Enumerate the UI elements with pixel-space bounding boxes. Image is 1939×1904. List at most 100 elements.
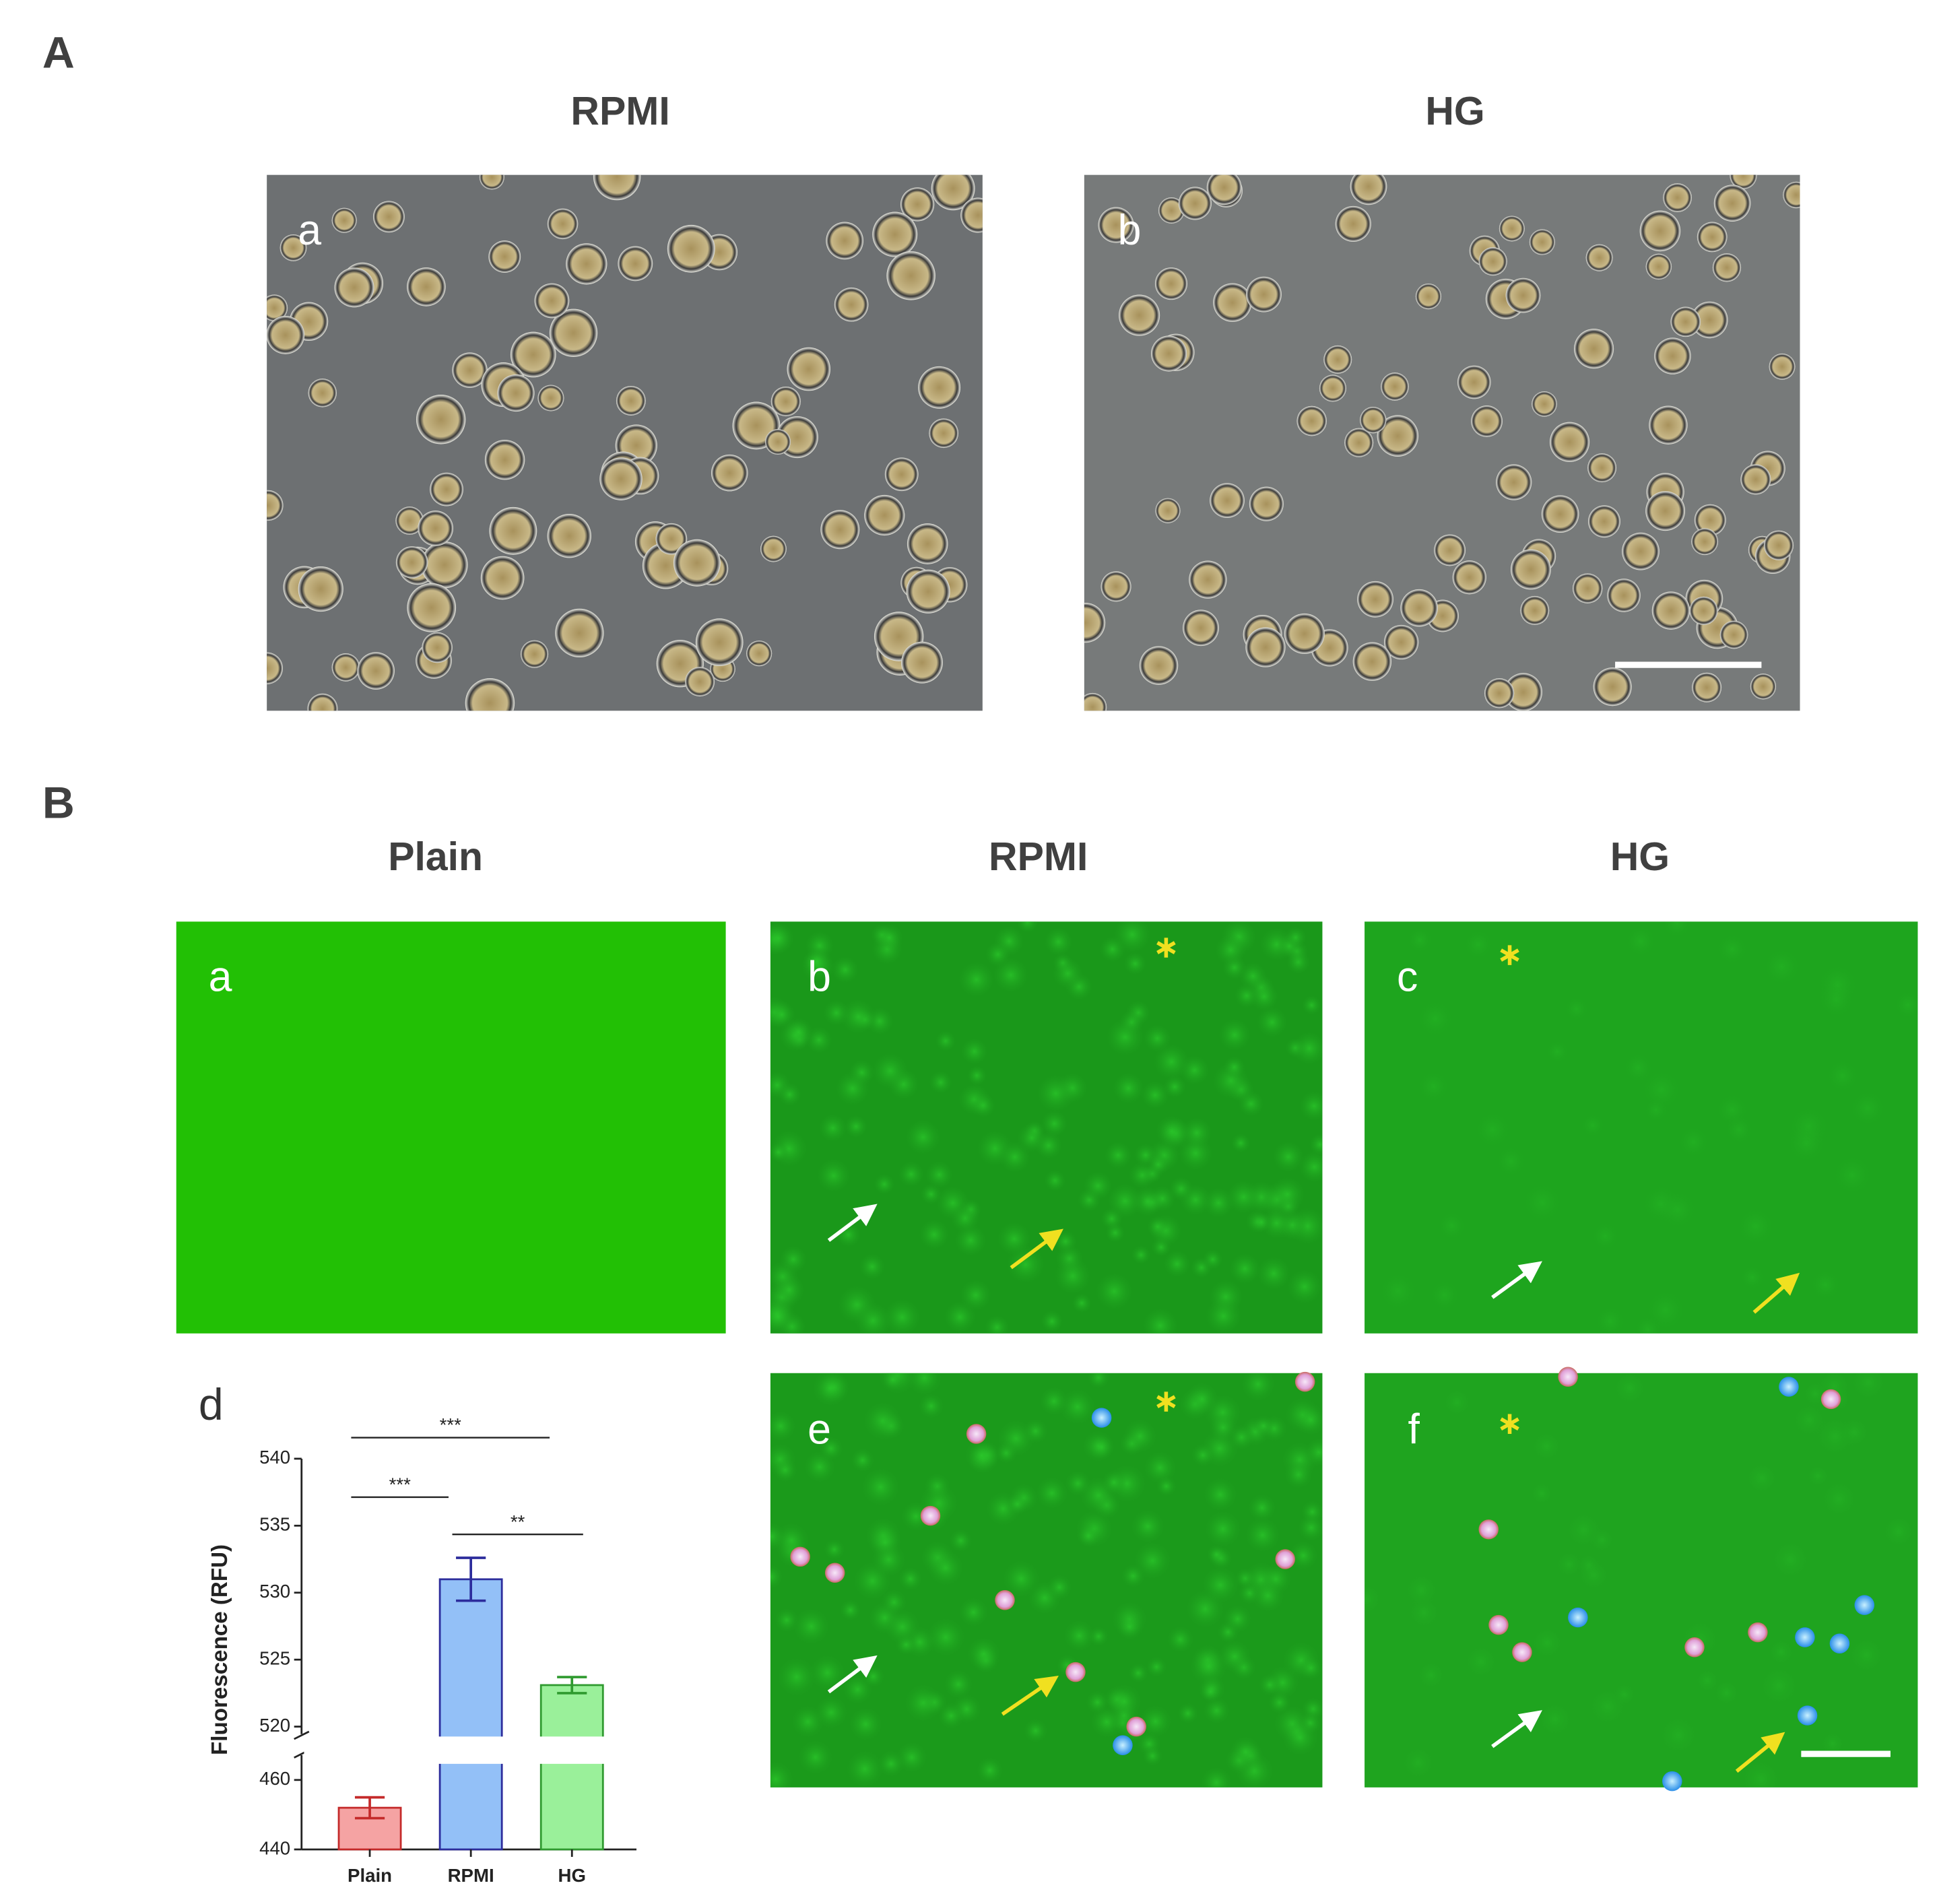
cell [966,1637,1001,1672]
cell [655,523,688,555]
cell [1247,1493,1276,1522]
cell [1206,1544,1227,1565]
cell [1689,596,1718,625]
cell [1825,1057,1861,1094]
cell [1043,927,1074,957]
cell [959,1279,992,1312]
cell [1649,405,1688,445]
cell [1213,283,1252,322]
cell [1082,1171,1113,1201]
cell [395,506,424,535]
cell [298,566,343,612]
cell [875,923,905,952]
cell [918,1393,944,1419]
cell [1381,372,1409,401]
cell [770,921,795,955]
cell [797,1739,834,1775]
image-label: f [1408,1406,1420,1453]
cell [1039,1386,1069,1416]
cell [1715,932,1750,966]
cell [1166,1625,1194,1653]
cell [534,283,570,319]
arrow [1735,1732,1785,1773]
cell [1052,958,1084,989]
cell [1063,1620,1096,1652]
cell [667,224,715,273]
cell [1183,610,1219,647]
cell [1218,1639,1251,1674]
cell [1712,253,1742,282]
cell [1744,1460,1780,1497]
cell [430,472,463,506]
cell [1294,1404,1323,1436]
cell [1016,921,1039,933]
cell [1043,1169,1067,1192]
cell [1088,1434,1115,1460]
column-title: HG [1425,90,1484,133]
cell [839,1599,861,1621]
cell [931,174,975,211]
cell [1112,1072,1145,1105]
arrow [1010,1228,1063,1270]
x-tick-label: Plain [348,1865,392,1886]
cell [1461,928,1495,961]
cell [1286,1268,1323,1305]
y-tick-label: 460 [259,1768,290,1789]
cell [1344,428,1374,457]
cell [1529,1429,1564,1464]
stained-cell [1294,1371,1315,1392]
cell [1622,532,1659,570]
stained-cell [1829,1633,1850,1653]
stained-cell [1478,1519,1499,1540]
significance-label: ** [511,1511,525,1532]
cell [814,1695,849,1730]
cell [1301,995,1322,1016]
cell [926,1617,966,1657]
cell [1249,486,1284,521]
cell [1286,950,1311,975]
cell [1643,1097,1669,1123]
cell [1256,1256,1291,1291]
cell [777,1082,802,1107]
cell [884,1608,921,1645]
cell [1150,335,1187,372]
cell [1119,294,1160,336]
cell [1723,1114,1755,1146]
cell [1123,1418,1158,1454]
cell [1251,1212,1272,1233]
stained-cell [1091,1408,1112,1428]
cell [1670,306,1701,337]
cell [834,1070,871,1107]
cell [1284,926,1307,949]
cell [1623,924,1658,958]
cell [1053,1257,1092,1295]
cell [985,941,1011,968]
stained-cell [920,1505,941,1526]
cell [1229,1736,1261,1768]
cell [1140,1080,1170,1110]
cell [418,511,453,546]
cell [1149,1185,1176,1212]
cell [1323,345,1352,374]
cell [1208,1412,1238,1443]
cell [950,1203,980,1233]
cell [1268,1690,1292,1715]
cell [1563,1509,1604,1550]
cell [1633,1315,1663,1334]
cell [976,1757,1004,1784]
cell [357,652,395,690]
cell [452,352,488,388]
cell [1296,405,1327,436]
y-tick-label: 520 [259,1715,290,1736]
cell [1587,505,1620,538]
stained-cell [1748,1622,1768,1643]
image-label: e [808,1406,831,1453]
cell [938,1702,965,1730]
cell [1651,591,1690,630]
cell [1837,1416,1871,1449]
cell [898,1567,923,1591]
cell [834,287,869,322]
cell [1123,952,1147,976]
cell [618,246,653,282]
cell [1713,185,1751,222]
